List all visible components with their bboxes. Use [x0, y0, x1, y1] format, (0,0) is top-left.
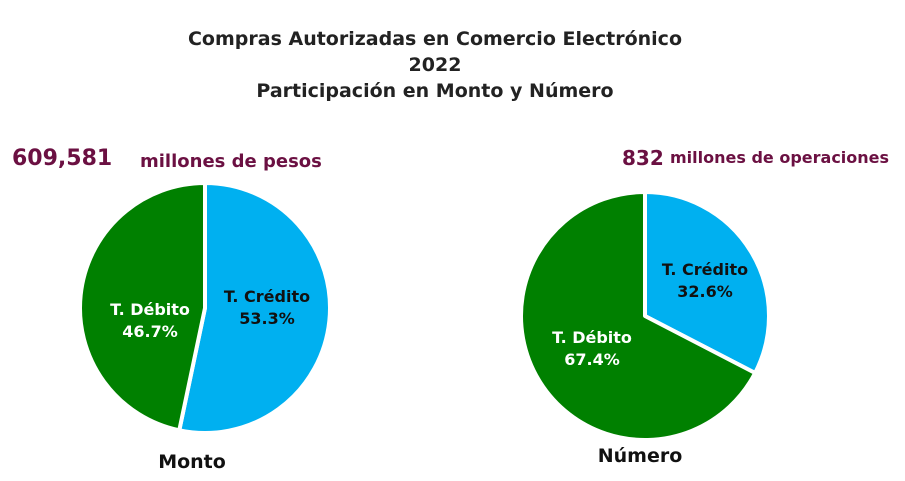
monto-slice-credito-value: 53.3% — [239, 309, 295, 328]
monto-slice-debito-label: T. Débito — [110, 300, 190, 319]
chart-title-line-2: 2022 — [408, 54, 462, 76]
numero-total-unit: millones de operaciones — [670, 148, 890, 167]
numero-slice-credito — [643, 190, 771, 375]
numero-total-value: 832 — [622, 146, 664, 170]
numero-slice-debito-value: 67.4% — [564, 350, 620, 369]
numero-slice-credito-value: 32.6% — [677, 282, 733, 301]
numero-pie-title: Número — [598, 445, 683, 467]
monto-slice-credito-label: T. Crédito — [224, 287, 310, 306]
chart-title-line-1: Compras Autorizadas en Comercio Electrón… — [187, 28, 682, 50]
monto-slice-debito — [78, 181, 207, 433]
chart-title-line-3: Participación en Monto y Número — [256, 80, 614, 102]
chart-title: Compras Autorizadas en Comercio Electrón… — [0, 26, 870, 104]
monto-total-value: 609,581 — [12, 146, 113, 171]
numero-slice-debito-label: T. Débito — [552, 328, 632, 347]
numero-slice-debito — [519, 190, 758, 442]
monto-total-unit: millones de pesos — [140, 151, 322, 172]
monto-pie-title: Monto — [158, 451, 226, 473]
monto-slice-debito-value: 46.7% — [122, 322, 178, 341]
monto-slice-credito — [177, 181, 332, 435]
numero-slice-credito-label: T. Crédito — [662, 260, 748, 279]
